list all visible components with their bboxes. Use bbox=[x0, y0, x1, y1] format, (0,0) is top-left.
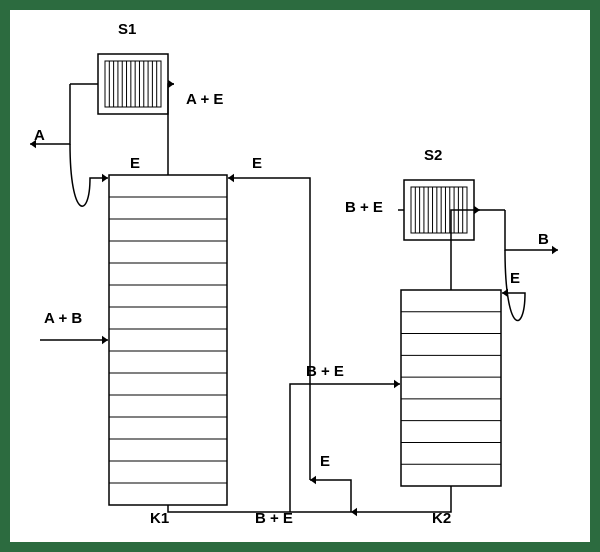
arrow-k1-top-out bbox=[168, 84, 174, 175]
arrow-e-to-split-bot bbox=[310, 480, 351, 512]
label-e-top: E bbox=[252, 155, 262, 172]
label-a: A bbox=[34, 127, 45, 144]
label-s1: S1 bbox=[118, 21, 136, 38]
label-e-k1: E bbox=[130, 155, 140, 172]
label-be-mid: B + E bbox=[306, 363, 344, 380]
arrow-e-recycle-top bbox=[228, 178, 310, 480]
label-k2: K2 bbox=[432, 510, 451, 527]
label-e-k2: E bbox=[510, 270, 520, 287]
arrow-k2-bottom bbox=[351, 486, 451, 512]
label-be-bot: B + E bbox=[255, 510, 293, 527]
label-b: B bbox=[538, 231, 549, 248]
label-be-s2: B + E bbox=[345, 199, 383, 216]
label-s2: S2 bbox=[424, 147, 442, 164]
label-ab: A + B bbox=[44, 310, 82, 327]
label-e-bot: E bbox=[320, 453, 330, 470]
label-k1: K1 bbox=[150, 510, 169, 527]
arrow-b-out bbox=[505, 210, 558, 250]
label-ae: A + E bbox=[186, 91, 223, 108]
arrow-be-to-k2 bbox=[290, 384, 400, 512]
